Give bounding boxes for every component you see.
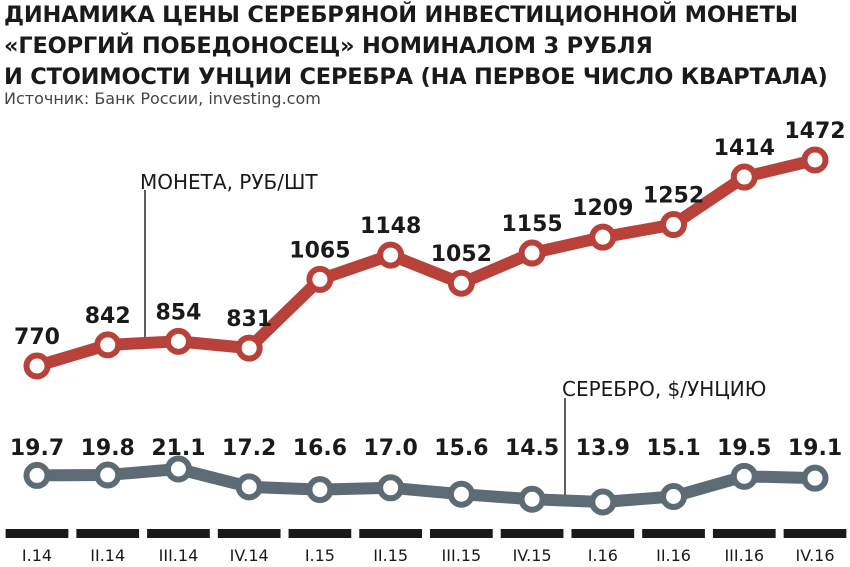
x-tick-label: IV.14 — [230, 546, 269, 565]
x-tick-label: I.15 — [305, 546, 335, 565]
coin-point — [447, 269, 475, 297]
axis-bar-segment — [288, 529, 352, 538]
silver-data-label: 19.8 — [81, 436, 135, 461]
silver-point — [518, 485, 546, 513]
coin-data-label: 1252 — [643, 184, 704, 209]
x-tick-label: III.16 — [724, 546, 764, 565]
silver-point — [235, 473, 263, 501]
x-tick-label: II.15 — [373, 546, 408, 565]
silver-data-label: 19.5 — [717, 436, 771, 461]
coin-point — [306, 265, 334, 293]
coin-data-label: 842 — [85, 304, 131, 329]
silver-data-label: 13.9 — [576, 436, 630, 461]
coin-point — [518, 239, 546, 267]
coin-point — [660, 211, 688, 239]
coin-point — [589, 223, 617, 251]
coin-point — [94, 331, 122, 359]
coin-data-label: 1065 — [289, 238, 350, 263]
axis-bar-segment — [642, 529, 705, 538]
axis-bar-segment — [76, 529, 140, 538]
x-tick-label: I.16 — [588, 546, 618, 565]
silver-point — [447, 480, 475, 508]
silver-data-label: 19.1 — [788, 436, 842, 461]
chart-title: ДИНАМИКА ЦЕНЫ СЕРЕБРЯНОЙ ИНВЕСТИЦИОННОЙ … — [4, 0, 844, 93]
coin-point — [730, 163, 758, 191]
axis-bar-segment — [571, 529, 635, 538]
axis-bar-segment — [217, 529, 281, 538]
coin-data-label: 1472 — [784, 119, 845, 144]
coin-data-label: 1148 — [360, 214, 421, 239]
silver-data-label: 15.6 — [434, 436, 488, 461]
silver-data-label: 17.2 — [222, 436, 276, 461]
silver-series-line — [31, 463, 821, 508]
silver-point — [23, 461, 51, 489]
coin-point — [235, 334, 263, 362]
silver-data-label: 21.1 — [151, 436, 205, 461]
coin-point — [23, 352, 51, 380]
coin-series-label: МОНЕТА, РУБ/ШТ — [140, 170, 318, 194]
x-tick-label: IV.15 — [513, 546, 552, 565]
silver-point — [306, 476, 334, 504]
x-tick-label: II.16 — [656, 546, 691, 565]
axis-bar-segment — [500, 529, 564, 538]
coin-point — [801, 146, 829, 174]
coin-point — [164, 327, 192, 355]
x-tick-label: III.14 — [159, 546, 199, 565]
x-tick-label: II.14 — [90, 546, 125, 565]
silver-data-label: 16.6 — [293, 436, 347, 461]
x-tick-label: III.15 — [442, 546, 482, 565]
coin-data-label: 854 — [155, 300, 201, 325]
coin-data-label: 1414 — [714, 136, 775, 161]
coin-data-label: 831 — [226, 307, 272, 332]
coin-data-label: 1155 — [501, 212, 562, 237]
silver-data-label: 17.0 — [363, 436, 417, 461]
coin-point — [377, 241, 405, 269]
axis-bar-segment — [5, 529, 69, 538]
silver-data-label: 15.1 — [646, 436, 700, 461]
silver-point — [94, 461, 122, 489]
axis-bar-segment — [359, 529, 422, 538]
silver-point — [730, 462, 758, 490]
chart-title-line: «ГЕОРГИЙ ПОБЕДОНОСЕЦ» НОМИНАЛОМ 3 РУБЛЯ — [4, 33, 653, 59]
chart-title-line: ДИНАМИКА ЦЕНЫ СЕРЕБРЯНОЙ ИНВЕСТИЦИОННОЙ … — [4, 2, 798, 28]
silver-data-label: 19.7 — [10, 436, 64, 461]
axis-bar-segment — [147, 529, 210, 538]
silver-data-label: 14.5 — [505, 436, 559, 461]
x-tick-label: IV.16 — [795, 546, 834, 565]
x-tick-label: I.14 — [22, 546, 52, 565]
coin-data-label: 1052 — [431, 242, 492, 267]
coin-data-label: 770 — [14, 325, 60, 350]
axis-bar-segment — [430, 529, 493, 538]
silver-point — [164, 455, 192, 483]
coin-data-label: 1209 — [572, 196, 633, 221]
silver-point — [801, 464, 829, 492]
chart-title-line: И СТОИМОСТИ УНЦИИ СЕРЕБРА (НА ПЕРВОЕ ЧИС… — [4, 64, 828, 90]
chart-source: Источник: Банк России, investing.com — [4, 89, 321, 108]
silver-point — [589, 488, 617, 516]
silver-series-label: СЕРЕБРО, $/УНЦИЮ — [562, 377, 766, 401]
axis-bar-segment — [712, 529, 776, 538]
silver-point — [660, 483, 688, 510]
axis-bar-segment — [783, 529, 847, 538]
silver-point — [377, 474, 405, 502]
